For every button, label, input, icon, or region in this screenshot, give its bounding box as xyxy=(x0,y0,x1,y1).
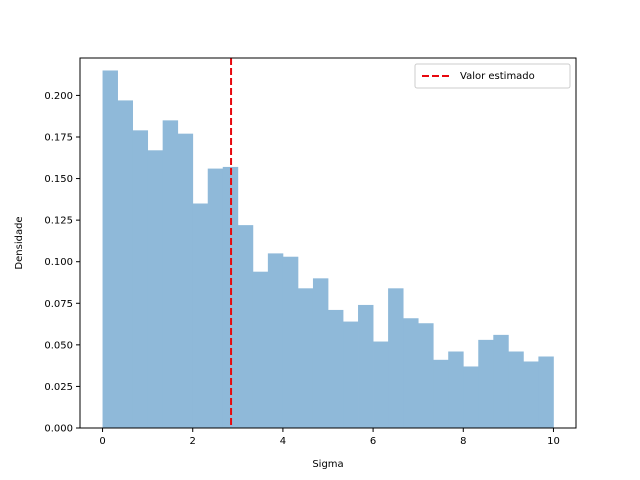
histogram-bar xyxy=(327,309,344,428)
histogram-bar xyxy=(433,359,449,428)
y-tick-label: 0.150 xyxy=(44,174,73,185)
histogram-bar xyxy=(252,271,269,428)
x-axis-label: Sigma xyxy=(312,459,343,470)
histogram-bar xyxy=(463,366,479,428)
histogram-bar xyxy=(523,361,539,428)
histogram-bar xyxy=(493,334,509,428)
histogram-bar xyxy=(448,351,464,428)
y-tick-label: 0.100 xyxy=(44,257,73,268)
bars-group xyxy=(102,70,554,429)
histogram-bar xyxy=(478,339,494,428)
x-tick-label: 6 xyxy=(370,436,376,447)
y-tick-label: 0.000 xyxy=(44,424,73,435)
y-tick-label: 0.175 xyxy=(44,132,73,143)
histogram-bar xyxy=(192,203,209,428)
x-tick-label: 8 xyxy=(460,436,466,447)
y-tick-label: 0.025 xyxy=(44,382,73,393)
histogram-bar xyxy=(267,253,284,428)
histogram-bar xyxy=(373,341,389,428)
legend-box xyxy=(414,63,571,89)
legend-entry-label: Valor estimado xyxy=(460,71,535,82)
histogram-bar xyxy=(102,70,118,428)
histogram-bar xyxy=(132,130,149,428)
histogram-bar xyxy=(237,225,254,428)
x-tick-label: 10 xyxy=(547,436,560,447)
histogram-bar xyxy=(403,318,419,428)
histogram-bar xyxy=(343,321,359,428)
y-tick-label: 0.075 xyxy=(44,299,73,310)
histogram-bar xyxy=(358,304,374,428)
histogram-bar xyxy=(222,166,239,429)
histogram-bar xyxy=(508,351,524,428)
histogram-bar xyxy=(418,323,434,428)
histogram-bar xyxy=(388,288,404,428)
axes-frame xyxy=(79,57,577,429)
legend: Valor estimado xyxy=(414,63,571,89)
histogram-bar xyxy=(117,100,134,429)
x-tick-label: 2 xyxy=(190,436,196,447)
histogram-bar xyxy=(297,288,314,428)
x-tick-label: 4 xyxy=(280,436,286,447)
y-tick-label: 0.050 xyxy=(44,340,73,351)
y-axis-label: Densidade xyxy=(14,216,25,269)
y-axis-ticks: 0.000 0.025 0.050 0.075 0.100 0.125 0.150 0.175… xyxy=(44,91,80,435)
histogram-bar xyxy=(282,256,299,428)
histogram-bar xyxy=(147,150,164,429)
histogram-bar xyxy=(162,120,179,428)
histogram-bar xyxy=(538,356,554,428)
x-tick-label: 0 xyxy=(99,436,105,447)
y-tick-label: 0.200 xyxy=(44,91,73,102)
x-axis-ticks: 0 2 4 6 8 10 xyxy=(99,428,560,447)
histogram-bar xyxy=(207,168,224,428)
histogram-bar xyxy=(312,278,329,428)
histogram-bar xyxy=(177,133,194,429)
y-tick-label: 0.125 xyxy=(44,216,73,227)
